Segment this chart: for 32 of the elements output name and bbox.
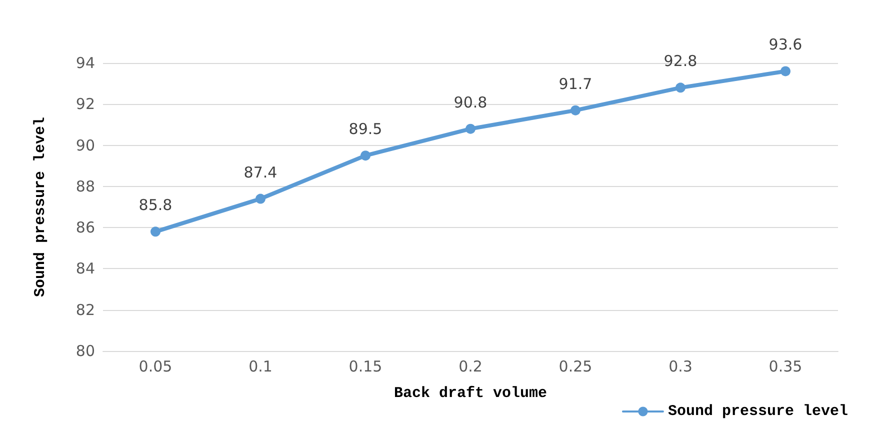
x-tick-label: 0.35 [768,358,802,376]
y-tick-label: 94 [76,54,95,72]
x-tick-label: 0.15 [348,358,382,376]
y-tick-label: 92 [76,95,95,114]
y-axis-title: Sound pressure level [32,116,49,298]
data-label: 92.8 [664,52,698,70]
data-label: 89.5 [348,120,382,138]
point [360,150,370,161]
y-tick-label: 86 [76,218,95,237]
point [256,194,266,204]
y-tick-label: 90 [76,136,95,154]
data-label: 87.4 [244,163,278,182]
y-tick-label: 80 [76,342,95,360]
point [676,82,686,93]
point [150,226,160,237]
x-tick-label: 0.25 [558,358,592,376]
x-axis-title: Back draft volume [394,385,548,402]
x-tick-label: 0.05 [138,358,172,376]
point [570,105,580,116]
x-tick-label: 0.3 [668,358,692,376]
legend-label: Sound pressure level [668,403,848,420]
y-tick-label: 82 [76,300,95,319]
y-tick-label: 88 [76,177,95,196]
data-label: 90.8 [454,93,488,112]
point [780,66,790,76]
data-label: 91.7 [558,74,592,93]
y-tick-label: 84 [76,260,95,278]
data-label: 85.8 [138,196,172,214]
x-tick-label: 0.1 [248,358,272,376]
point [466,124,476,134]
data-label: 93.6 [768,36,802,54]
x-tick-label: 0.2 [458,358,482,376]
